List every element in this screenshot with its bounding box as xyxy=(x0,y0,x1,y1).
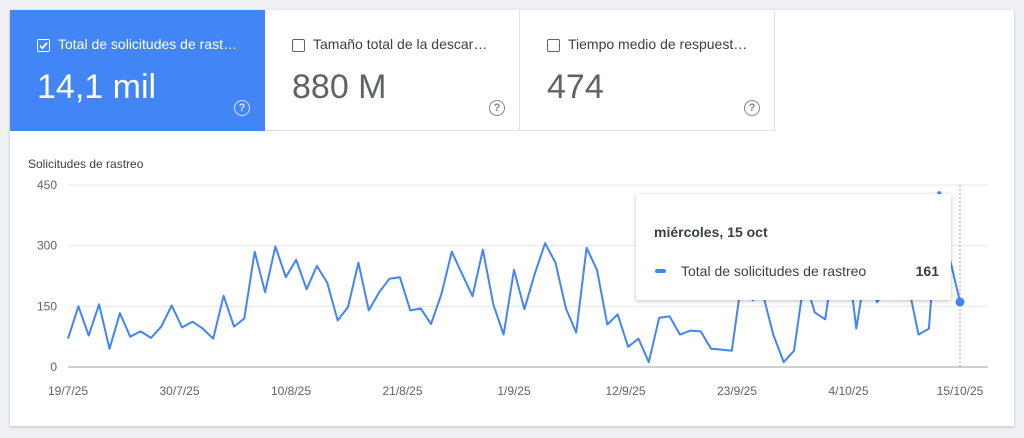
chart-y-ticks: 0 150 300 450 xyxy=(37,178,57,374)
tooltip-series-name: Total de solicitudes de rastreo xyxy=(681,263,867,279)
metric-download-size[interactable]: Tamaño total de la descar… 880 M ? xyxy=(265,10,520,131)
metric-total-requests[interactable]: Total de solicitudes de rast… 14,1 mil ? xyxy=(10,10,265,131)
x-tick-label: 12/9/25 xyxy=(605,384,645,398)
chart-series xyxy=(67,185,965,367)
chart-x-ticks: 19/7/25 30/7/25 10/8/25 21/8/25 1/9/25 12/9/2… xyxy=(48,384,984,398)
x-tick-label: 30/7/25 xyxy=(159,384,199,398)
crawl-stats-card: Solicitudes de rastreo 0 150 300 450 19/7/2… xyxy=(10,10,1014,426)
help-icon[interactable]: ? xyxy=(234,100,250,116)
chart-y-label: Solicitudes de rastreo xyxy=(28,157,144,171)
hovered-data-point[interactable] xyxy=(955,297,965,307)
x-tick-label: 1/9/25 xyxy=(497,384,531,398)
tooltip-value: 161 xyxy=(915,263,939,279)
x-tick-label: 4/10/25 xyxy=(828,384,868,398)
y-tick-label: 150 xyxy=(37,299,57,313)
x-tick-label: 19/7/25 xyxy=(48,384,88,398)
tooltip-date: miércoles, 15 oct xyxy=(654,224,768,240)
checkbox-unchecked-icon[interactable] xyxy=(547,39,560,52)
y-tick-label: 450 xyxy=(37,178,57,192)
metric-value: 474 xyxy=(547,68,604,106)
metric-label: Tamaño total de la descar… xyxy=(313,36,488,52)
metric-response-time[interactable]: Tiempo medio de respuest… 474 ? xyxy=(520,10,775,131)
x-tick-label: 23/9/25 xyxy=(717,384,757,398)
x-tick-label: 10/8/25 xyxy=(271,384,311,398)
chart-tooltip: miércoles, 15 oct Total de solicitudes d… xyxy=(636,194,951,300)
help-icon[interactable]: ? xyxy=(744,100,760,116)
series-line-total-requests xyxy=(67,192,961,364)
metric-value: 14,1 mil xyxy=(37,68,157,106)
tooltip-series-swatch xyxy=(655,269,666,273)
y-tick-label: 0 xyxy=(50,360,57,374)
x-tick-label: 15/10/25 xyxy=(937,384,984,398)
metric-label: Total de solicitudes de rast… xyxy=(58,36,237,52)
checkbox-unchecked-icon[interactable] xyxy=(292,39,305,52)
y-tick-label: 300 xyxy=(37,239,57,253)
checkbox-checked-icon[interactable] xyxy=(37,39,50,52)
help-icon[interactable]: ? xyxy=(489,100,505,116)
metric-value: 880 M xyxy=(292,68,387,106)
metric-label: Tiempo medio de respuest… xyxy=(568,36,748,52)
x-tick-label: 21/8/25 xyxy=(382,384,422,398)
crawl-requests-chart: Solicitudes de rastreo 0 150 300 450 19/7/2… xyxy=(28,157,988,398)
